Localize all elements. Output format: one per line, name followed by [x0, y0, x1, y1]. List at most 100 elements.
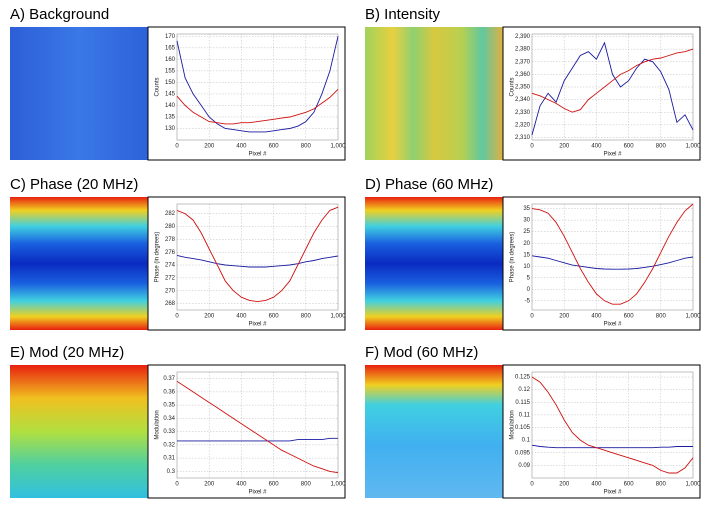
x-tick-label: 200	[204, 314, 215, 320]
y-tick-label: 0.3	[167, 469, 176, 475]
x-tick-label: 1,000	[330, 314, 346, 320]
y-tick-label: 0.36	[163, 389, 175, 395]
x-tick-label: 1,000	[330, 144, 346, 150]
y-tick-label: 10	[523, 264, 530, 270]
x-tick-label: 400	[236, 482, 247, 488]
y-tick-label: 0.105	[515, 425, 531, 431]
x-tick-label: 800	[656, 482, 667, 488]
x-axis-label: Pixel #	[603, 322, 622, 328]
series-line	[176, 88, 339, 125]
plot-area	[176, 203, 339, 311]
y-tick-label: 160	[165, 57, 176, 63]
x-tick-label: 0	[530, 482, 534, 488]
plot-area	[176, 371, 339, 479]
x-tick-label: 0	[175, 482, 179, 488]
y-axis-label: Modulation	[155, 410, 161, 439]
series-line	[531, 376, 694, 474]
series-line	[531, 255, 694, 270]
x-tick-label: 400	[591, 482, 602, 488]
y-axis-label: Phase (in degrees)	[155, 232, 161, 283]
x-tick-label: 1,000	[685, 482, 701, 488]
y-tick-label: 135	[165, 115, 176, 121]
x-tick-label: 800	[301, 482, 312, 488]
y-tick-label: 0.32	[163, 442, 175, 448]
x-tick-label: 200	[559, 314, 570, 320]
series-line	[176, 380, 339, 474]
y-tick-label: 2,380	[515, 47, 531, 53]
x-axis-label: Pixel #	[603, 152, 622, 158]
y-tick-label: 2,310	[515, 135, 531, 141]
y-tick-label: 0.1	[522, 438, 531, 444]
background-image	[10, 27, 148, 160]
x-axis-label: Pixel #	[603, 490, 622, 496]
phase-image	[365, 197, 503, 330]
x-tick-label: 200	[559, 482, 570, 488]
y-tick-label: 150	[165, 80, 176, 86]
x-tick-label: 0	[530, 314, 534, 320]
y-tick-label: 272	[165, 275, 176, 281]
y-tick-label: 2,360	[515, 72, 531, 78]
x-tick-label: 600	[624, 144, 635, 150]
plot-area	[531, 33, 694, 141]
y-tick-label: 276	[165, 250, 176, 256]
series-line	[531, 41, 694, 136]
y-tick-label: 0.09	[518, 463, 530, 469]
panel-title: D) Phase (60 MHz)	[365, 176, 493, 193]
intensity-image	[365, 27, 503, 160]
x-axis-label: Pixel #	[248, 152, 267, 158]
y-tick-label: 0.11	[519, 412, 531, 418]
series-line	[531, 48, 694, 113]
y-axis-label: Counts	[510, 77, 516, 96]
x-tick-label: 600	[269, 482, 280, 488]
y-tick-label: 0.095	[515, 450, 531, 456]
y-tick-label: 2,390	[515, 34, 531, 40]
y-tick-label: 35	[523, 206, 530, 212]
panel-title: E) Mod (20 MHz)	[10, 344, 124, 361]
y-tick-label: 268	[165, 301, 176, 307]
y-tick-label: 2,350	[515, 85, 531, 91]
y-tick-label: -5	[525, 298, 531, 304]
y-tick-label: 0.33	[163, 429, 175, 435]
x-axis-label: Pixel #	[248, 322, 267, 328]
panel-title: F) Mod (60 MHz)	[365, 344, 478, 361]
y-tick-label: 2,330	[515, 110, 531, 116]
x-tick-label: 600	[624, 482, 635, 488]
y-tick-label: 0	[527, 287, 531, 293]
y-tick-label: 170	[165, 34, 176, 40]
x-tick-label: 600	[269, 144, 280, 150]
x-tick-label: 0	[175, 314, 179, 320]
y-axis-label: Counts	[155, 77, 161, 96]
panel-title: C) Phase (20 MHz)	[10, 176, 138, 193]
plot-area	[531, 203, 694, 311]
y-tick-label: 155	[165, 68, 176, 74]
y-tick-label: 25	[523, 229, 530, 235]
y-tick-label: 274	[165, 263, 176, 269]
series-line	[176, 206, 339, 303]
y-tick-label: 0.34	[163, 416, 175, 422]
y-tick-label: 2,340	[515, 97, 531, 103]
x-tick-label: 800	[656, 144, 667, 150]
series-line	[176, 36, 339, 133]
phase-image	[10, 197, 148, 330]
series-line	[177, 437, 338, 442]
x-tick-label: 400	[236, 314, 247, 320]
plot-area	[531, 371, 694, 479]
x-tick-label: 0	[175, 144, 179, 150]
y-tick-label: 130	[165, 126, 176, 132]
x-tick-label: 400	[236, 144, 247, 150]
y-tick-label: 30	[523, 218, 530, 224]
x-tick-label: 800	[656, 314, 667, 320]
x-tick-label: 400	[591, 144, 602, 150]
x-tick-label: 800	[301, 144, 312, 150]
y-tick-label: 165	[165, 45, 176, 51]
mod-image	[365, 365, 503, 498]
panel-title: B) Intensity	[365, 6, 441, 23]
plot-area	[176, 33, 339, 141]
x-tick-label: 0	[530, 144, 534, 150]
y-tick-label: 280	[165, 224, 176, 230]
panel-title: A) Background	[10, 6, 109, 23]
y-tick-label: 0.37	[163, 376, 175, 382]
y-tick-label: 270	[165, 288, 176, 294]
y-tick-label: 0.115	[515, 400, 530, 406]
